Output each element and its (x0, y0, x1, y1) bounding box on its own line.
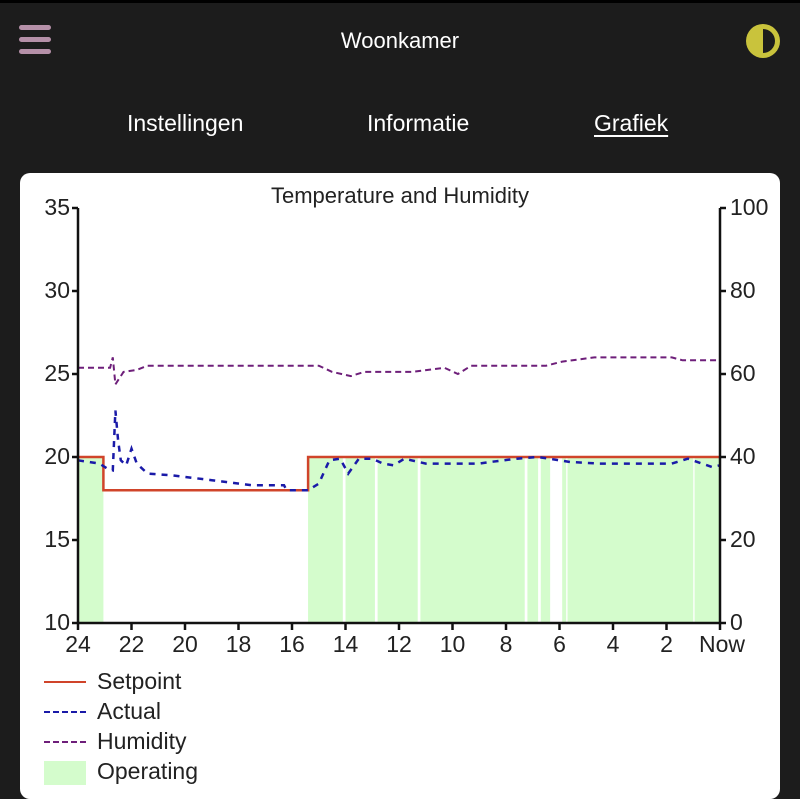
tab-grafiek[interactable]: Grafiek (594, 110, 669, 136)
top-border (0, 0, 800, 3)
tick-label: 60 (730, 360, 756, 386)
tick-label: Now (698, 631, 745, 657)
menu-button[interactable] (18, 25, 52, 55)
legend-item-actual: Actual (42, 698, 262, 728)
tick-label: 25 (44, 360, 70, 386)
page-title: Woonkamer (340, 28, 460, 53)
humidity-line (78, 356, 720, 388)
actual-line (77, 410, 721, 492)
legend-label: Operating (97, 758, 199, 784)
operating-swatch-icon (44, 761, 86, 785)
legend-item-humidity: Humidity (42, 728, 262, 758)
tick-label: 0 (730, 609, 743, 635)
hamburger-menu-icon-bar (19, 37, 51, 42)
tick-label: 4 (606, 631, 620, 657)
tick-label: 6 (553, 631, 566, 657)
humidity-swatch-icon (44, 741, 86, 743)
tick-label: 40 (730, 443, 756, 469)
chart-title: Temperature and Humidity (270, 183, 529, 208)
tick-label: 20 (172, 631, 198, 657)
tick-label: 16 (279, 631, 305, 657)
contrast-toggle-icon (746, 24, 780, 58)
tick-label: 20 (730, 526, 756, 552)
setpoint-line (78, 455, 720, 492)
tick-label: 14 (332, 631, 359, 657)
setpoint-swatch-icon (44, 681, 86, 683)
legend-label: Setpoint (97, 668, 182, 694)
tick-label: 10 (44, 609, 70, 635)
tick-label: 2 (660, 631, 673, 657)
tick-label: 10 (439, 631, 466, 657)
hamburger-menu-icon (19, 25, 51, 30)
tick-label: 20 (44, 443, 70, 469)
tick-label: 15 (44, 526, 70, 552)
tick-label: 24 (65, 631, 91, 657)
tick-label: 8 (499, 631, 513, 657)
legend-label: Actual (97, 698, 161, 724)
tick-label: 22 (118, 631, 145, 657)
tab-instellingen[interactable]: Instellingen (127, 110, 244, 136)
chart-legend: Setpoint Actual Humidity Operating (42, 668, 262, 788)
legend-label: Humidity (97, 728, 187, 754)
tick-label: 12 (386, 631, 412, 657)
tick-label: 18 (225, 631, 252, 657)
theme-toggle-button[interactable] (746, 24, 780, 58)
tick-label: 100 (730, 194, 769, 220)
actual-swatch-icon (44, 711, 86, 713)
hamburger-menu-icon-bar (19, 49, 51, 54)
legend-item-setpoint: Setpoint (42, 668, 262, 698)
tick-label: 30 (44, 277, 70, 303)
chart-axes (72, 206, 726, 630)
tab-bar: Instellingen Informatie Grafiek (0, 110, 800, 142)
operating-area (78, 457, 720, 623)
tick-label: 80 (730, 277, 756, 303)
legend-item-operating: Operating (42, 758, 262, 788)
tick-label: 35 (44, 194, 70, 220)
tab-informatie[interactable]: Informatie (367, 110, 470, 136)
